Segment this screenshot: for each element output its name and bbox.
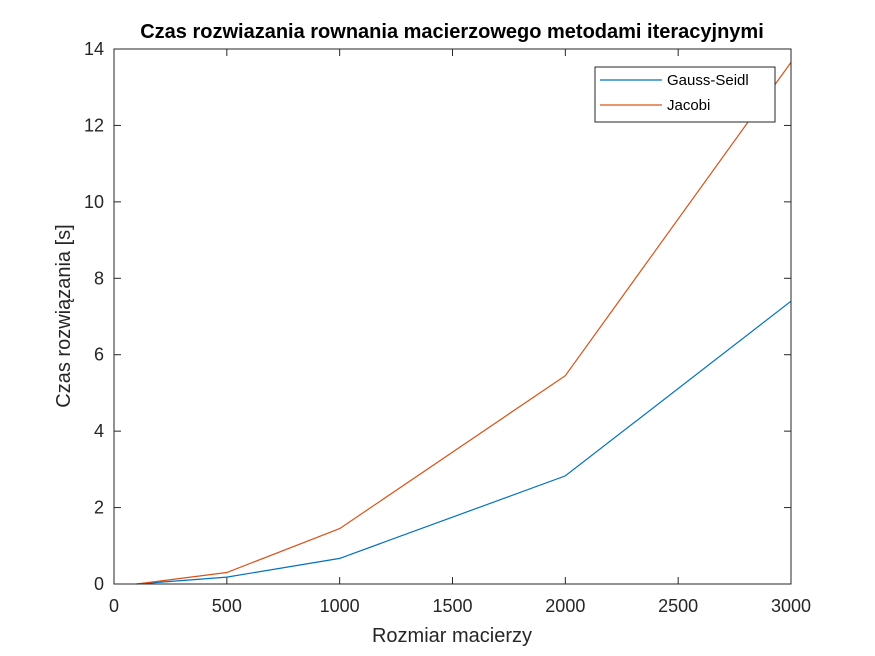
plot-area bbox=[114, 49, 791, 584]
legend: Gauss-Seidl Jacobi bbox=[594, 66, 776, 123]
x-axis-label: Rozmiar macierzy bbox=[372, 625, 532, 647]
y-tick-label: 14 bbox=[84, 39, 104, 59]
y-tick-label: 8 bbox=[94, 268, 104, 288]
axis-ticks: 0 500 1000 1500 2000 2500 3000 0 2 4 6 8 10 12 14 bbox=[84, 39, 811, 616]
x-tick-label: 2500 bbox=[658, 596, 698, 616]
x-tick-label: 0 bbox=[109, 596, 119, 616]
x-tick-label: 3000 bbox=[771, 596, 811, 616]
y-tick-label: 10 bbox=[84, 192, 104, 212]
series-line-gauss-seidl bbox=[136, 300, 792, 585]
series-line-jacobi bbox=[136, 62, 792, 585]
legend-box bbox=[594, 66, 776, 123]
y-tick-label: 6 bbox=[94, 345, 104, 365]
x-tick-label: 2000 bbox=[545, 596, 585, 616]
y-tick-label: 4 bbox=[94, 421, 104, 441]
y-tick-label: 0 bbox=[94, 574, 104, 594]
y-tick-label: 12 bbox=[84, 115, 104, 135]
legend-label: Gauss-Seidl bbox=[667, 72, 749, 89]
y-tick-label: 2 bbox=[94, 498, 104, 518]
chart-title: Czas rozwiazania rownania macierzowego m… bbox=[140, 21, 764, 43]
x-tick-label: 500 bbox=[212, 596, 242, 616]
plot-frame bbox=[113, 48, 792, 585]
y-axis-label: Czas rozwiązania [s] bbox=[53, 224, 75, 407]
legend-label: Jacobi bbox=[667, 97, 710, 114]
x-tick-label: 1000 bbox=[320, 596, 360, 616]
x-tick-label: 1500 bbox=[432, 596, 472, 616]
